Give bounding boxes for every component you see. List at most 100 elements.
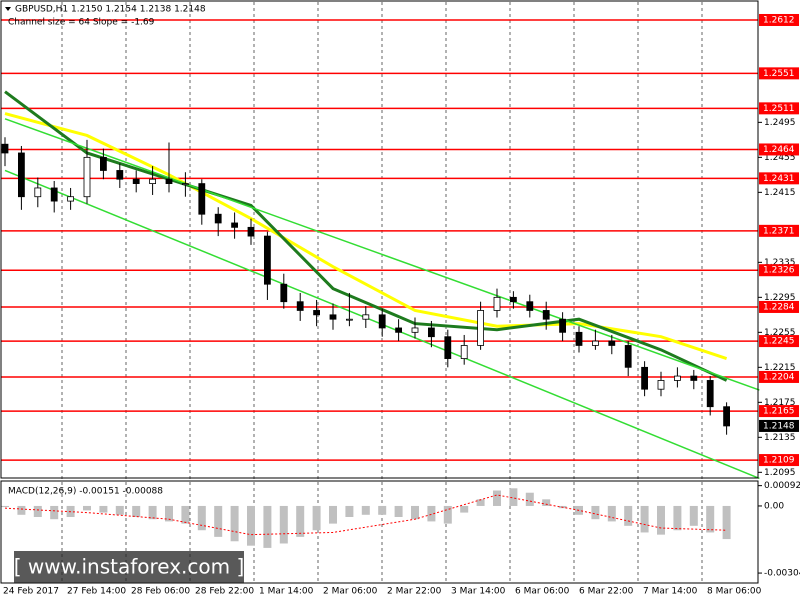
level-label: 1.2204 bbox=[763, 372, 795, 382]
y-tick-label: 1.2135 bbox=[764, 433, 796, 443]
macd-bar bbox=[230, 505, 239, 542]
y-tick-label: 1.2455 bbox=[764, 153, 796, 163]
candle-body bbox=[608, 340, 616, 346]
candle-body bbox=[329, 314, 337, 320]
candle-body bbox=[460, 345, 468, 359]
y-tick-label: 1.2295 bbox=[764, 293, 796, 303]
macd-bar bbox=[115, 505, 124, 515]
y-tick-label: 1.2415 bbox=[764, 188, 796, 198]
level-label: 1.2371 bbox=[763, 226, 795, 236]
candle-body bbox=[1, 143, 9, 154]
candle-body bbox=[296, 301, 304, 311]
x-tick-label: 6 Mar 22:00 bbox=[579, 587, 634, 597]
x-tick-label: 7 Mar 14:00 bbox=[643, 587, 698, 597]
macd-bar bbox=[345, 505, 354, 517]
candle-body bbox=[50, 187, 58, 202]
macd-bar bbox=[214, 505, 223, 537]
macd-bar bbox=[99, 505, 108, 513]
candle-body bbox=[559, 318, 566, 333]
price-pane-frame bbox=[0, 0, 759, 479]
candle-body bbox=[263, 235, 271, 285]
macd-bar bbox=[427, 505, 436, 522]
level-label-box bbox=[759, 13, 799, 26]
candle-body bbox=[313, 310, 321, 316]
macd-bar bbox=[542, 499, 551, 506]
candle-body bbox=[444, 336, 452, 359]
level-label: 1.2612 bbox=[763, 15, 795, 25]
candle-body bbox=[657, 380, 665, 390]
macd-bar bbox=[493, 490, 501, 506]
level-label-box bbox=[759, 370, 799, 383]
level-label-box bbox=[759, 300, 799, 313]
grid bbox=[61, 2, 703, 583]
level-label-box bbox=[759, 264, 799, 277]
indicator-line bbox=[4, 118, 760, 391]
macd-bar bbox=[33, 505, 42, 517]
x-tick-label: 1 Mar 14:00 bbox=[259, 587, 314, 597]
level-label: 1.2326 bbox=[763, 266, 795, 276]
level-label: 1.2431 bbox=[763, 174, 795, 184]
macd-bar bbox=[263, 505, 272, 548]
last-price-label: 1.2148 bbox=[763, 421, 795, 431]
chart-title: GBPUSD,H1 1.2150 1.2154 1.2138 1.2148 bbox=[15, 5, 206, 15]
y-tick-label: 1.2495 bbox=[764, 118, 796, 128]
candle-body bbox=[641, 366, 648, 390]
candle-body bbox=[83, 156, 91, 198]
candle-body bbox=[100, 156, 107, 171]
level-label-box bbox=[759, 102, 799, 115]
candle-body bbox=[132, 178, 140, 184]
level-label-box bbox=[759, 454, 799, 467]
candle-body bbox=[247, 226, 255, 237]
level-label: 1.2109 bbox=[763, 456, 795, 466]
candle-body bbox=[575, 331, 583, 346]
candle-body bbox=[378, 314, 386, 329]
macd-bar bbox=[132, 505, 141, 517]
indicator-line bbox=[4, 112, 728, 360]
macd-bar bbox=[722, 505, 731, 540]
macd-bar bbox=[1, 505, 9, 508]
macd-bar bbox=[591, 505, 600, 520]
macd-bar bbox=[50, 505, 59, 520]
macd-bar bbox=[443, 505, 452, 524]
macd-bar bbox=[17, 505, 26, 515]
y-tick-label: -0.00304 bbox=[764, 569, 800, 579]
macd-bar bbox=[640, 505, 649, 533]
macd-bar bbox=[624, 505, 633, 526]
candle-body bbox=[427, 327, 435, 338]
level-label: 1.2511 bbox=[763, 104, 795, 114]
candle-body bbox=[165, 178, 173, 184]
x-tick-label: 24 Feb 2017 bbox=[3, 587, 59, 597]
watermark: [ www.instaforex.com ] bbox=[14, 555, 245, 579]
watermark-box bbox=[14, 551, 244, 583]
macd-bar bbox=[378, 505, 387, 515]
x-tick-label: 28 Feb 22:00 bbox=[195, 587, 254, 597]
macd-bar bbox=[247, 505, 255, 546]
candle-body bbox=[214, 213, 222, 224]
level-label: 1.2245 bbox=[763, 337, 795, 347]
level-label-box bbox=[759, 67, 799, 80]
macd-bar bbox=[148, 505, 157, 520]
macd-bar bbox=[607, 505, 616, 522]
candle-body bbox=[17, 152, 25, 198]
chart-subtitle: Channel size = 64 Slope = -1.69 bbox=[8, 18, 155, 28]
x-tick-label: 28 Feb 06:00 bbox=[131, 587, 190, 597]
candle-body bbox=[116, 170, 124, 180]
macd-bar bbox=[181, 505, 190, 524]
y-tick-label: 1.2255 bbox=[764, 328, 796, 338]
macd-bar bbox=[329, 505, 337, 524]
level-label-box bbox=[759, 172, 799, 185]
candle-body bbox=[34, 187, 42, 198]
candle-body bbox=[67, 196, 74, 202]
x-tick-label: 8 Mar 06:00 bbox=[707, 587, 762, 597]
x-tick-label: 2 Mar 06:00 bbox=[323, 587, 378, 597]
level-label: 1.2551 bbox=[763, 69, 795, 79]
last-price-box bbox=[759, 419, 799, 432]
macd-bar bbox=[279, 505, 288, 544]
level-label-box bbox=[759, 405, 799, 418]
candle-body bbox=[362, 314, 370, 320]
macd-bar bbox=[411, 505, 419, 520]
candle-body bbox=[198, 183, 206, 215]
macd-bar bbox=[525, 492, 534, 506]
macd-pane-frame bbox=[0, 480, 759, 584]
